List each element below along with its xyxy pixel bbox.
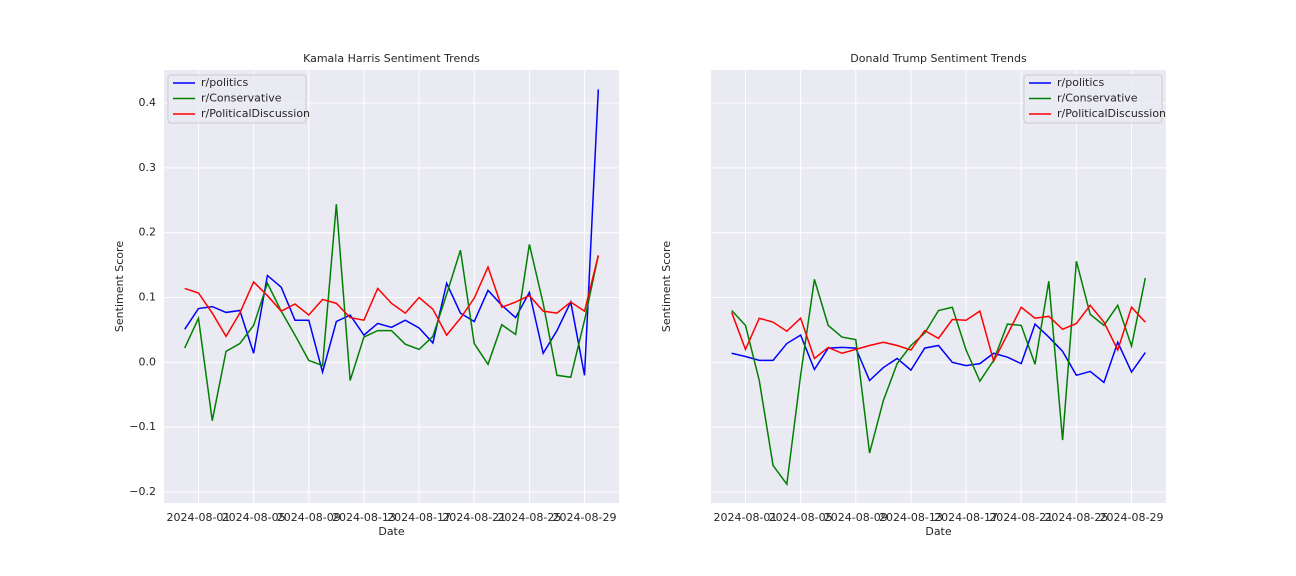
- x-tick-label: 2024-08-29: [1100, 511, 1164, 524]
- series-line: [731, 261, 1147, 487]
- y-tick-label: −0.1: [129, 420, 156, 433]
- y-tick-label: 0.3: [139, 161, 157, 174]
- legend-box: [167, 74, 307, 124]
- x-axis-label: Date: [378, 525, 405, 538]
- x-tick-label: 2024-08-13: [879, 511, 943, 524]
- series-line: [183, 204, 600, 421]
- y-tick-label: 0.0: [139, 355, 157, 368]
- series-line: [184, 255, 600, 338]
- series-line: [184, 89, 600, 376]
- x-tick-label: 2024-08-29: [553, 511, 617, 524]
- legend-box: [1023, 74, 1163, 124]
- x-tick-label: 2024-08-21: [442, 511, 506, 524]
- x-tick-label: 2024-08-05: [222, 511, 286, 524]
- y-tick-label: 0.4: [139, 96, 157, 109]
- y-axis-label: Sentiment Score: [113, 241, 126, 332]
- x-tick-label: 2024-08-25: [1044, 511, 1108, 524]
- series-line: [730, 304, 1146, 364]
- x-axis-label: Date: [925, 525, 952, 538]
- x-tick-label: 2024-08-25: [497, 511, 561, 524]
- legend-label: r/PoliticalDiscussion: [1057, 107, 1166, 120]
- chart-title: Donald Trump Sentiment Trends: [850, 52, 1027, 65]
- series-line: [731, 322, 1146, 384]
- chart-title: Kamala Harris Sentiment Trends: [303, 52, 480, 65]
- legend-label: r/Conservative: [201, 92, 282, 105]
- plot-area: [164, 70, 619, 503]
- y-axis-label: Sentiment Score: [660, 241, 673, 332]
- x-tick-label: 2024-08-17: [387, 511, 451, 524]
- legend-label: r/Conservative: [1057, 92, 1138, 105]
- x-tick-label: 2024-08-09: [824, 511, 888, 524]
- legend: r/politics r/Conservative r/PoliticalDiscu…: [1023, 74, 1166, 124]
- x-tick-label: 2024-08-17: [934, 511, 998, 524]
- x-tick-label: 2024-08-01: [167, 511, 231, 524]
- legend-label: r/politics: [201, 76, 248, 89]
- x-tick-label: 2024-08-21: [989, 511, 1053, 524]
- legend-label: r/PoliticalDiscussion: [201, 107, 310, 120]
- plot-area: [711, 70, 1166, 503]
- y-tick-label: 0.1: [139, 291, 157, 304]
- y-tick-label: −0.2: [129, 485, 156, 498]
- x-tick-label: 2024-08-01: [714, 511, 778, 524]
- legend-label: r/politics: [1057, 76, 1104, 89]
- x-tick-label: 2024-08-13: [332, 511, 396, 524]
- y-tick-label: 0.2: [139, 226, 157, 239]
- x-tick-label: 2024-08-09: [277, 511, 341, 524]
- legend: r/politics r/Conservative r/PoliticalDiscu…: [167, 74, 310, 124]
- x-tick-label: 2024-08-05: [769, 511, 833, 524]
